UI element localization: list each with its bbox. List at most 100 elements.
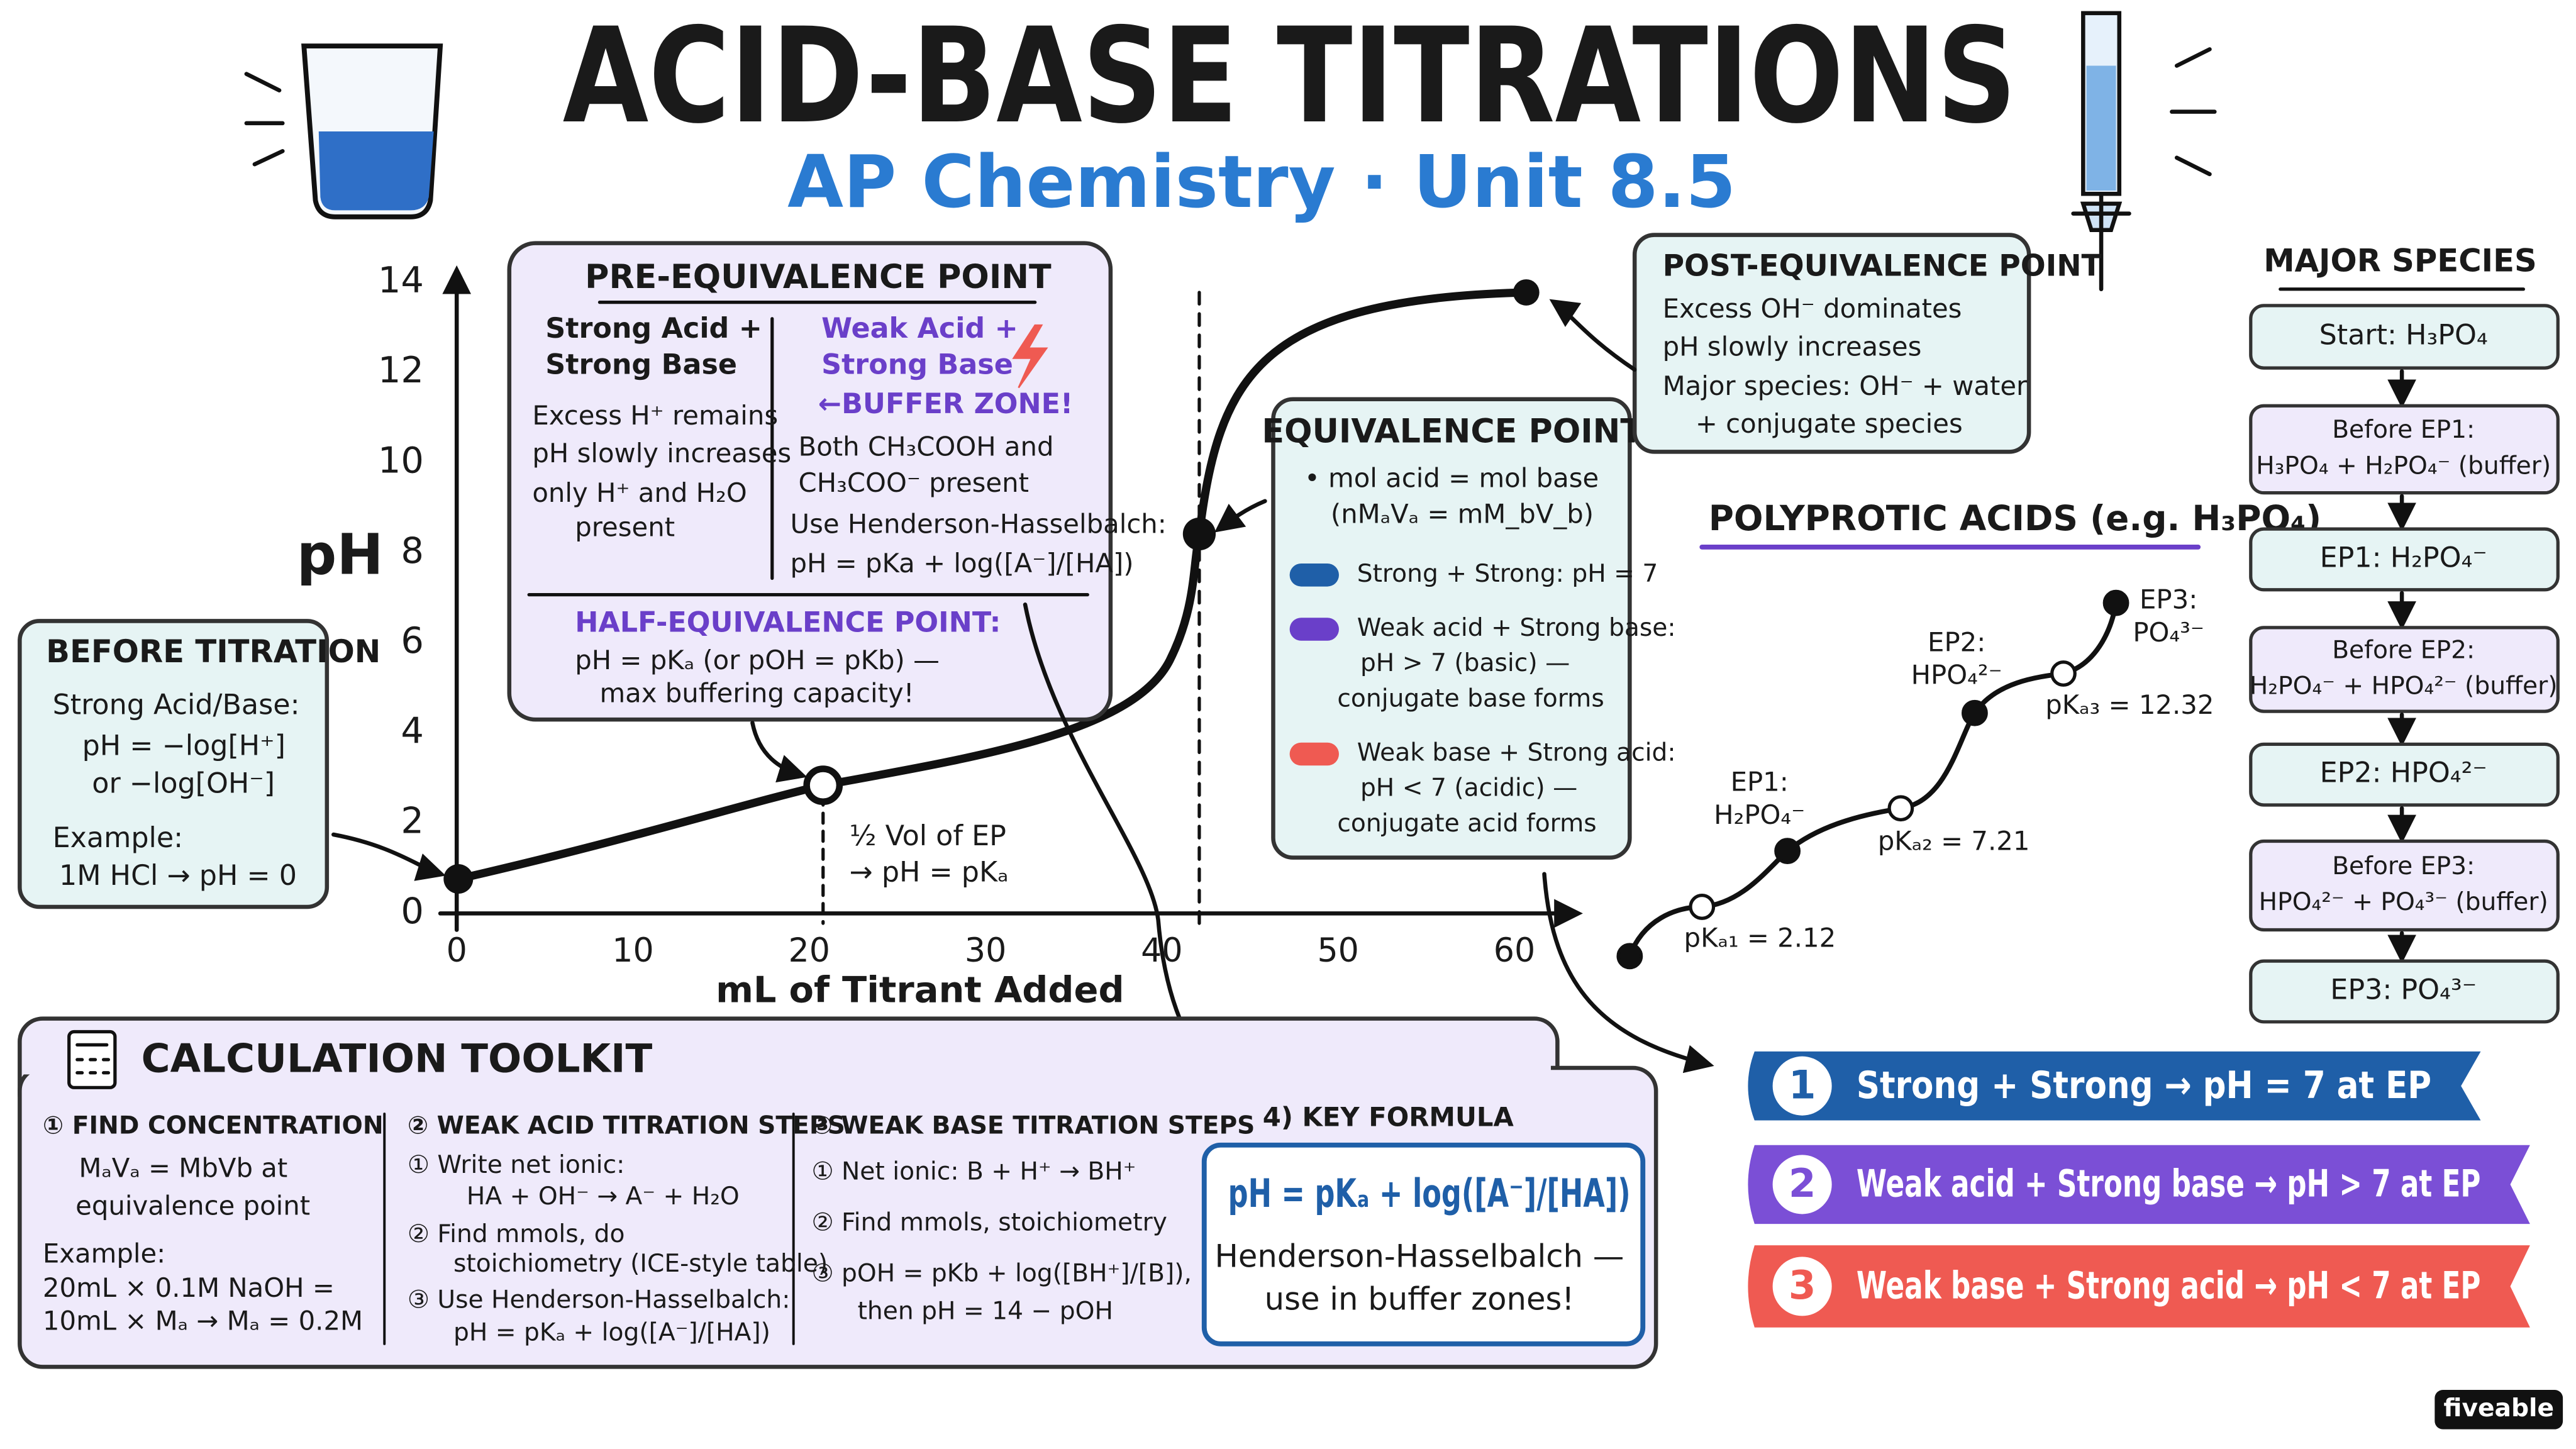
banner-num: 2 <box>1789 1160 1816 1206</box>
key-box <box>1201 1142 1646 1346</box>
legend-swatch <box>1289 564 1339 587</box>
legend-text: conjugate base forms <box>1337 684 1604 713</box>
key-title: 4) KEY FORMULA <box>1263 1101 1514 1132</box>
y-tick-label: 10 <box>378 439 424 481</box>
poly-label: PO₄³⁻ <box>2133 617 2204 648</box>
banner-badge <box>1772 1257 1832 1316</box>
poly-label: EP1: <box>1731 767 1789 797</box>
banner-badge <box>1772 1056 1832 1116</box>
y-tick-label: 14 <box>378 259 424 301</box>
key-title-bg <box>1265 1101 1512 1140</box>
toolkit-tab-cover <box>23 1064 1551 1075</box>
species-box <box>2249 959 2560 1024</box>
species-text: Before EP1: <box>2332 416 2475 444</box>
brand-badge <box>2434 1389 2563 1430</box>
post-box <box>1632 233 2031 454</box>
legend-text: pH < 7 (acidic) — <box>1360 774 1577 802</box>
half-point <box>803 765 843 805</box>
half-line: pH = pKₐ (or pOH = pKb) — <box>575 645 940 675</box>
species-text: EP1: H₂PO₄⁻ <box>2320 541 2487 574</box>
burette-tap <box>2071 191 2131 292</box>
post-line: Major species: OH⁻ + water <box>1663 370 2028 401</box>
toolkit-line: HA + OH⁻ → A⁻ + H₂O <box>467 1182 740 1211</box>
beaker-liquid <box>318 131 434 211</box>
arrow <box>750 721 808 783</box>
banner-num: 1 <box>1789 1062 1816 1108</box>
pka-label: pKₐ₂ = 7.21 <box>1878 826 2030 857</box>
species-box <box>2249 527 2560 592</box>
before-line: Example: <box>53 822 184 854</box>
x-tick-label: 20 <box>789 932 830 970</box>
calculator-keys <box>75 1043 111 1075</box>
poly-half <box>1689 894 1716 920</box>
key-line: Henderson-Hasselbalch — <box>1215 1238 1624 1274</box>
toolkit-title: CALCULATION TOOLKIT <box>142 1036 653 1082</box>
poly-ep <box>1962 699 1988 726</box>
pre-right-line: CH₃COO⁻ present <box>799 467 1029 498</box>
y-tick-label: 12 <box>378 349 424 391</box>
toolkit-line: MₐVₐ = MbVb at <box>79 1152 287 1183</box>
before-title: BEFORE TITRATION <box>46 633 380 670</box>
brand: fiveable <box>2443 1394 2554 1423</box>
legend-text: Weak base + Strong acid: <box>1357 739 1676 767</box>
before-box <box>18 619 330 909</box>
pre-left-head: Strong Base <box>545 349 737 381</box>
lightning <box>1012 324 1048 389</box>
pre-right-head: Weak Acid + <box>821 313 1018 345</box>
toolkit-line: ③ Use Henderson-Hasselbalch: <box>408 1285 791 1314</box>
poly-label: EP3: <box>2140 584 2197 615</box>
y-tick-label: 8 <box>401 530 424 572</box>
legend-text: Weak acid + Strong base: <box>1357 614 1676 642</box>
y-tick-label: 4 <box>401 709 424 752</box>
pre-left-head: Strong Acid + <box>545 313 762 345</box>
half-note: ½ Vol of EP <box>850 820 1006 852</box>
toolkit-head: ② WEAK ACID TITRATION STEPS <box>408 1112 845 1140</box>
toolkit-divider <box>383 1113 795 1345</box>
eq-line: • mol acid = mol base <box>1304 462 1599 493</box>
banner <box>1748 1245 2530 1328</box>
x-axis-label: mL of Titrant Added <box>716 969 1124 1011</box>
post-title: POST-EQUIVALENCE POINT <box>1663 248 2102 283</box>
pre-title: PRE-EQUIVALENCE POINT <box>585 258 1052 296</box>
start-point <box>443 864 474 894</box>
banner-text: Strong + Strong → pH = 7 at EP <box>1857 1063 2431 1108</box>
before-line: 1M HCl → pH = 0 <box>59 860 297 892</box>
legend-swatch <box>1289 742 1339 766</box>
arrow <box>331 832 446 881</box>
species-box <box>2249 404 2560 495</box>
arrow <box>1542 872 1714 1074</box>
subtitle: AP Chemistry · Unit 8.5 <box>787 140 1736 225</box>
poly-half <box>2050 660 2077 687</box>
banner-text: Weak acid + Strong base → pH > 7 at EP <box>1857 1162 2481 1206</box>
pre-right-line: Use Henderson-Hasselbalch: <box>790 508 1166 539</box>
poly-half <box>1887 795 1914 822</box>
toolkit-line: ③ pOH = pKb + log([BH⁺]/[B]), <box>811 1260 1192 1288</box>
toolkit-line: pH = pKₐ + log([A⁻]/[HA]) <box>453 1319 770 1347</box>
x-tick-label: 30 <box>965 932 1006 970</box>
species-text: HPO₄²⁻ + PO₄³⁻ (buffer) <box>2259 888 2548 916</box>
banner-num: 3 <box>1789 1262 1816 1308</box>
toolkit-line: ② Find mmols, do <box>408 1220 625 1248</box>
pre-left-line: Excess H⁺ remains <box>532 400 778 431</box>
species-box <box>2249 304 2560 370</box>
legend-text: Strong + Strong: pH = 7 <box>1357 560 1658 588</box>
poly-ep <box>1774 838 1801 865</box>
species-title: MAJOR SPECIES <box>2263 242 2536 279</box>
end-point <box>1513 279 1540 306</box>
before-line: Strong Acid/Base: <box>53 689 300 721</box>
burette-marks <box>2170 47 2217 177</box>
toolkit-line: ② Find mmols, stoichiometry <box>811 1209 1167 1237</box>
pka-label: pKₐ₃ = 12.32 <box>2045 689 2214 720</box>
x-tick-label: 0 <box>447 932 467 970</box>
half-title: HALF-EQUIVALENCE POINT: <box>575 607 1001 639</box>
toolkit-line: stoichiometry (ICE-style table) <box>453 1250 828 1278</box>
banner-text: Weak base + Strong acid → pH < 7 at EP <box>1857 1264 2481 1308</box>
species-box <box>2249 839 2560 932</box>
toolkit-line: ① Net ionic: B + H⁺ → BH⁺ <box>811 1158 1136 1186</box>
poly-title: POLYPROTIC ACIDS (e.g. H₃PO₄) <box>1709 498 2321 538</box>
y-tick-label: 6 <box>401 619 424 662</box>
legend-swatch <box>1289 618 1339 641</box>
post-line: Excess OH⁻ dominates <box>1663 293 1962 324</box>
toolkit-line: 20mL × 0.1M NaOH = <box>43 1272 335 1303</box>
